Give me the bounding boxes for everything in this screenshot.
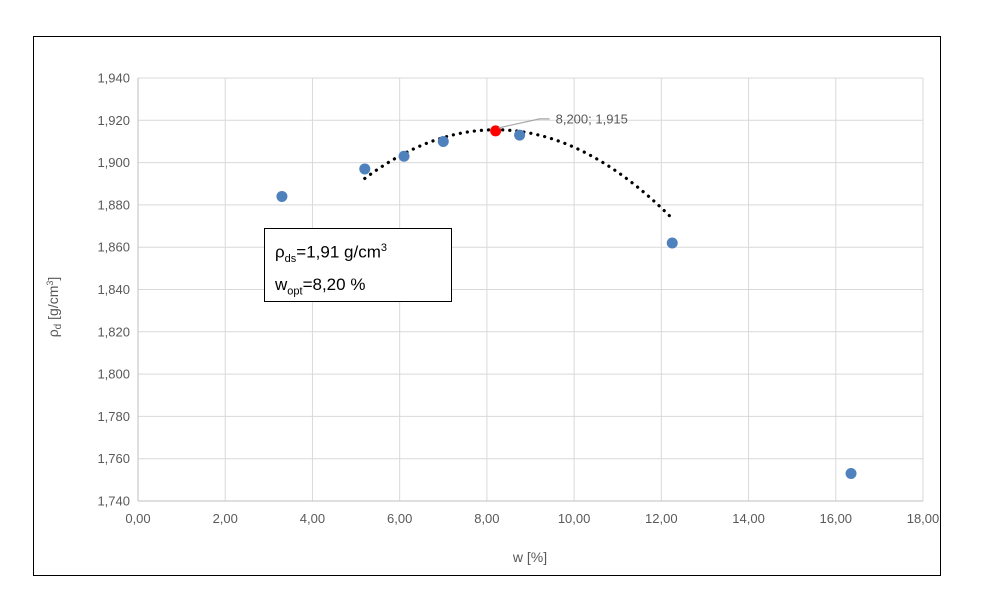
y-tick-label: 1,860 [97,240,130,255]
data-point [359,163,371,175]
plot-area: 0,00 2,00 4,00 6,00 8,00 10,00 12,00 14,00 16,00… [45,71,939,566]
y-tick-label: 1,940 [97,71,130,86]
data-point [845,468,857,480]
x-tick-label: 18,00 [907,511,939,526]
x-tick-label: 4,00 [300,511,325,526]
data-point [666,237,678,249]
y-tick-label: 1,820 [97,324,130,339]
x-tick-label: 16,00 [820,511,853,526]
data-point [398,150,410,162]
x-tick-label: 0,00 [125,511,150,526]
x-tick-label: 10,00 [558,511,591,526]
x-tick-label: 14,00 [732,511,765,526]
moisture-result: wopt=8,20 % [275,275,366,298]
density-result: ρds=1,91 g/cm3 [275,242,387,266]
y-tick-label: 1,880 [97,197,130,212]
x-tick-label: 12,00 [645,511,678,526]
data-point [437,135,449,147]
y-tick-label: 1,920 [97,113,130,128]
data-point [276,190,288,202]
optimum-point [490,125,502,137]
x-tick-label: 6,00 [387,511,412,526]
chart-frame: 0,00 2,00 4,00 6,00 8,00 10,00 12,00 14,00 16,00… [33,36,941,576]
y-tick-label: 1,760 [97,451,130,466]
y-tick-label: 1,740 [97,494,130,509]
y-tick-label: 1,780 [97,409,130,424]
y-axis-title: ρd [g/cm3] [45,277,64,338]
y-tick-label: 1,800 [97,367,130,382]
optimum-leader-line [498,118,550,129]
trendline [363,128,674,221]
y-tick-label: 1,840 [97,282,130,297]
result-info-box: ρds=1,91 g/cm3 wopt=8,20 % [264,228,452,302]
x-tick-label: 8,00 [474,511,499,526]
y-tick-label: 1,900 [97,155,130,170]
optimum-point-label: 8,200; 1,915 [556,111,628,126]
data-point [514,129,526,141]
x-tick-label: 2,00 [213,511,238,526]
x-axis-title: w [%] [512,549,547,565]
